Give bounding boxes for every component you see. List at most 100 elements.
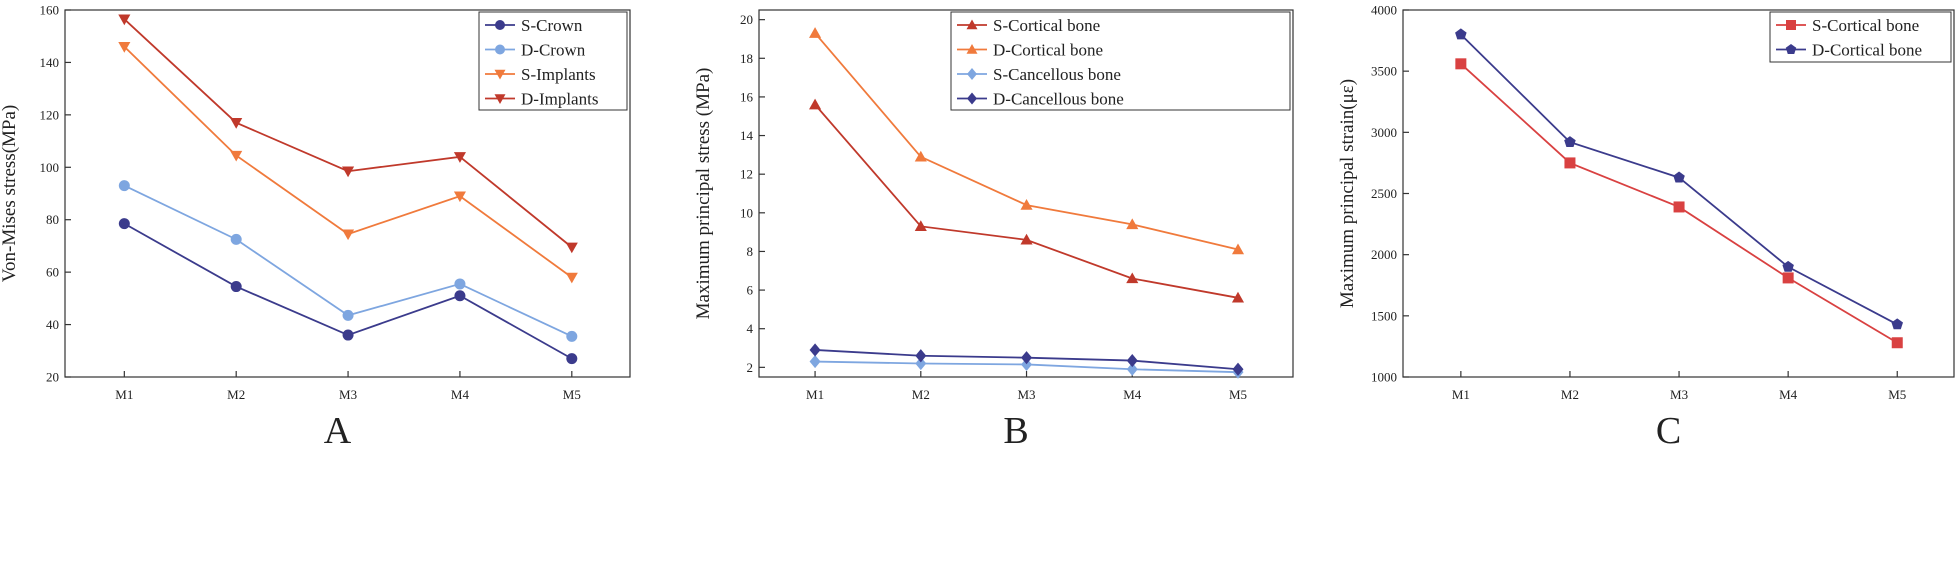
chart-a-y-tick-label: 40	[46, 317, 59, 332]
chart-c-plot-frame	[1402, 9, 1955, 378]
chart-a-y-tick-label: 160	[40, 3, 60, 18]
chart-a-panel-letter: A	[324, 410, 352, 452]
chart-b-point-s-cancellous-bone	[915, 356, 927, 371]
chart-a-point-d-crown	[566, 330, 578, 342]
chart-b-y-tick-label: 10	[740, 205, 753, 220]
chart-b-x-tick-label: M2	[912, 387, 930, 402]
chart-a-point-s-crown	[454, 290, 466, 302]
chart-c-y-axis-label: Maximum principal strain(με)	[1337, 79, 1358, 308]
chart-b-point-d-cancellous-bone	[1126, 353, 1138, 368]
chart-c-y-tick-label: 1000	[1371, 370, 1397, 385]
chart-b-y-tick-label: 6	[747, 283, 754, 298]
chart-c-legend-label-s-cortical-bone: S-Cortical bone	[1812, 16, 1919, 35]
chart-c-legend-swatch-marker	[1785, 44, 1797, 54]
chart-a-y-tick-label: 140	[40, 55, 60, 70]
chart-a-point-d-implants	[342, 166, 355, 178]
chart-a-legend-label-d-implants: D-Implants	[521, 90, 598, 109]
chart-c-point-s-cortical-bone	[1673, 201, 1685, 213]
chart-b-point-s-cancellous-bone	[809, 354, 821, 369]
chart-b-series-d-cortical-bone	[809, 27, 1245, 255]
chart-c-point-d-cortical-bone	[1782, 260, 1794, 272]
chart-c-y-tick-label: 1500	[1371, 308, 1397, 323]
chart-c-x-tick-label: M3	[1670, 387, 1688, 402]
chart-c-legend-label-d-cortical-bone: D-Cortical bone	[1812, 41, 1922, 60]
chart-b-y-tick-label: 14	[740, 128, 754, 143]
chart-a-x-tick-label: M2	[227, 387, 245, 402]
chart-a-legend-swatch-marker	[494, 69, 506, 80]
chart-c-y-tick-label: 2500	[1371, 186, 1397, 201]
chart-b-y-tick-label: 16	[740, 89, 754, 104]
chart-b-legend-swatch-marker	[967, 68, 977, 80]
chart-a-point-d-crown	[454, 278, 466, 290]
chart-b-point-s-cortical-bone	[914, 220, 927, 232]
chart-a-point-s-implants	[118, 42, 131, 53]
chart-a-point-s-implants	[342, 229, 355, 241]
chart-a-point-d-crown	[342, 309, 354, 321]
chart-b-point-s-cancellous-bone	[1126, 362, 1138, 376]
chart-c-legend-swatch-marker	[1786, 20, 1796, 30]
chart-b-point-d-cortical-bone	[1126, 218, 1139, 230]
chart-b-x-tick-label: M5	[1229, 387, 1247, 402]
chart-b-point-s-cortical-bone	[1231, 291, 1245, 303]
chart-panel-b: 2 4 6 8 10 12 14 16 18 20 M1 M2 M3 M4 M5 Maximum princi…	[693, 9, 1294, 452]
chart-b-point-s-cortical-bone	[809, 98, 822, 110]
chart-b-point-d-cortical-bone	[809, 27, 822, 38]
chart-b-legend-label-d-cortical-bone: D-Cortical bone	[993, 41, 1103, 60]
chart-c-series-s-cortical-bone	[1455, 58, 1903, 349]
chart-a-x-tick-label: M4	[451, 387, 470, 402]
chart-a-point-d-implants	[453, 152, 466, 163]
chart-a-point-d-implants	[565, 242, 578, 254]
chart-a-x-tick-label: M3	[339, 387, 357, 402]
chart-b-series-d-cancellous-bone	[809, 343, 1244, 376]
chart-a-point-d-implants	[230, 118, 243, 129]
chart-a-legend-label-d-crown: D-Crown	[521, 41, 586, 60]
chart-b-point-s-cancellous-bone	[1021, 357, 1033, 372]
chart-a-y-tick-label: 120	[40, 107, 60, 122]
chart-b-legend-label-s-cortical-bone: S-Cortical bone	[993, 16, 1100, 35]
chart-b-legend-label-d-cancellous-bone: D-Cancellous bone	[993, 90, 1124, 109]
chart-c-y-tick-label: 3000	[1371, 125, 1397, 140]
chart-b-x-tick-label: M3	[1018, 387, 1036, 402]
chart-c-point-d-cortical-bone	[1673, 171, 1685, 183]
chart-c-point-d-cortical-bone	[1455, 28, 1467, 40]
chart-a-point-s-implants	[453, 191, 466, 203]
chart-c-y-tick-label: 2000	[1371, 247, 1397, 262]
chart-b-y-tick-label: 20	[740, 12, 753, 27]
chart-b-panel-letter: B	[1003, 410, 1028, 452]
chart-a-series-s-implants	[118, 42, 578, 284]
chart-a-y-axis-label: Von-Mises stress(MPa)	[0, 105, 20, 283]
chart-a-y-tick-label: 20	[46, 370, 59, 385]
chart-c-point-d-cortical-bone	[1564, 136, 1576, 148]
chart-a-series-s-crown	[118, 218, 578, 365]
chart-a-point-s-crown	[342, 329, 354, 341]
chart-b-x-tick-label: M1	[806, 387, 824, 402]
chart-b-y-axis-label: Maximum principal stress (MPa)	[693, 68, 714, 320]
chart-a-legend: S-Crown D-Crown S-Implants D-Implants	[478, 11, 628, 111]
chart-a-y-tick-label: 60	[46, 265, 59, 280]
chart-a-legend-swatch-marker	[494, 94, 506, 104]
chart-b-point-d-cortical-bone	[1020, 199, 1033, 210]
chart-a-legend-label-s-crown: S-Crown	[521, 16, 583, 35]
chart-a-legend-label-s-implants: S-Implants	[521, 65, 596, 84]
chart-a-point-d-crown	[230, 233, 242, 245]
chart-c-panel-letter: C	[1656, 410, 1681, 452]
chart-c-x-tick-label: M2	[1561, 387, 1579, 402]
chart-a-point-s-implants	[230, 150, 243, 162]
chart-c-legend: S-Cortical bone D-Cortical bone	[1769, 11, 1952, 63]
chart-b-legend-swatch-marker	[966, 19, 978, 30]
chart-b-y-tick-label: 18	[740, 51, 753, 66]
chart-b-legend-swatch-marker	[967, 92, 977, 105]
chart-b-y-tick-label: 4	[747, 321, 754, 336]
chart-a-point-s-implants	[565, 272, 578, 284]
chart-a-y-tick-label: 100	[40, 160, 60, 175]
chart-c-x-tick-label: M4	[1779, 387, 1798, 402]
chart-a-y-tick-label: 80	[46, 212, 59, 227]
chart-panel-a: 20 40 60 80 100 120 140 160 M1 M2 M3 M4 M5 Von-Mises …	[0, 3, 631, 452]
chart-b-legend-label-s-cancellous-bone: S-Cancellous bone	[993, 65, 1121, 84]
chart-b-point-d-cancellous-bone	[809, 343, 821, 357]
chart-c-point-d-cortical-bone	[1891, 318, 1904, 330]
chart-a-point-s-crown	[566, 353, 578, 365]
chart-b-point-s-cortical-bone	[1126, 272, 1139, 284]
chart-a-point-d-crown	[118, 180, 130, 192]
